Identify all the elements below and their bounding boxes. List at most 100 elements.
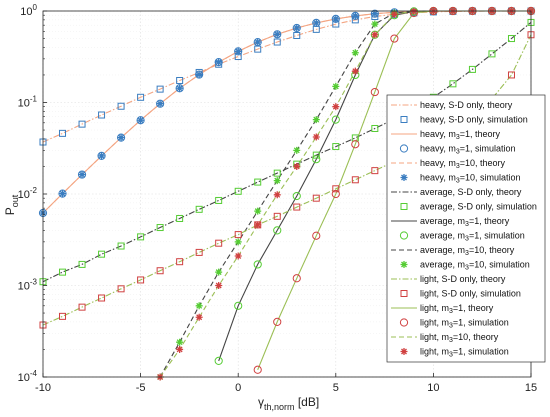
- legend-label: heavy, m3=1, theory: [420, 129, 501, 141]
- data-point: [371, 10, 379, 18]
- data-point: [332, 103, 340, 111]
- data-point: [332, 143, 340, 151]
- data-point: [507, 35, 515, 43]
- legend-entry: heavy, m3=10, theory: [391, 158, 506, 170]
- data-point: [77, 170, 87, 179]
- data-point: [351, 49, 359, 57]
- legend-label: heavy, m3=10, simulation: [420, 173, 521, 185]
- x-axis-label: γth,norm [dB]: [258, 395, 319, 412]
- legend-marker: [399, 144, 409, 153]
- data-point: [293, 146, 301, 154]
- data-point: [59, 190, 67, 198]
- y-tick-label: 10-2: [18, 186, 38, 201]
- legend-entry: average, m3=10, theory: [391, 245, 515, 257]
- legend-entry: heavy, S-D only, simulation: [400, 115, 528, 125]
- data-point: [58, 189, 67, 198]
- data-point: [97, 151, 106, 160]
- data-point: [214, 356, 223, 365]
- data-point: [156, 85, 164, 93]
- data-point: [351, 11, 360, 20]
- data-point: [176, 258, 184, 266]
- legend-entry: light, m3=1, simulation: [399, 318, 509, 330]
- data-point: [273, 30, 281, 38]
- data-point: [371, 20, 379, 28]
- data-point: [156, 267, 164, 275]
- legend-label: average, m3=1, simulation: [420, 231, 525, 243]
- series-line: [42, 10, 531, 214]
- data-point: [293, 203, 301, 211]
- legend-label: light, m3=1, theory: [420, 303, 494, 315]
- data-point: [59, 129, 67, 137]
- data-point: [137, 116, 145, 124]
- legend-entry: heavy, m3=10, simulation: [400, 173, 521, 185]
- legend-marker: [400, 203, 408, 210]
- data-point: [78, 120, 86, 128]
- legend-label: light, m3=10, theory: [420, 332, 499, 344]
- legend-entry: average, S-D only, simulation: [400, 202, 537, 212]
- legend-entry: heavy, S-D only, theory: [391, 100, 513, 110]
- data-point: [312, 194, 320, 202]
- legend-marker: [399, 231, 409, 240]
- legend: heavy, S-D only, theory heavy, S-D only, …: [386, 94, 546, 363]
- data-point: [468, 65, 476, 73]
- data-point: [253, 38, 262, 47]
- legend-entry: average, m3=1, simulation: [399, 231, 525, 243]
- legend-label: light, m3=1, simulation: [420, 318, 509, 330]
- data-point: [195, 248, 203, 256]
- data-point: [312, 116, 320, 124]
- legend-marker: [400, 174, 408, 181]
- data-point: [176, 214, 184, 222]
- data-point: [176, 76, 184, 84]
- data-point: [215, 58, 223, 66]
- data-point: [175, 84, 184, 93]
- legend-label: average, m3=10, simulation: [420, 260, 530, 272]
- legend-entry: light, S-D only, theory: [391, 274, 506, 284]
- data-point: [273, 30, 282, 39]
- data-point: [312, 155, 321, 164]
- data-point: [273, 177, 281, 185]
- legend-marker: [399, 318, 409, 327]
- data-point: [176, 84, 184, 92]
- legend-label: light, S-D only, theory: [420, 274, 506, 284]
- data-point: [195, 205, 203, 213]
- data-point: [371, 31, 379, 39]
- x-tick-label: 5: [333, 382, 339, 394]
- legend-label: heavy, S-D only, simulation: [420, 115, 528, 125]
- data-point: [390, 10, 398, 18]
- data-point: [195, 70, 204, 79]
- data-point: [176, 345, 184, 353]
- data-point: [253, 260, 262, 269]
- data-point: [370, 30, 379, 39]
- data-point: [59, 268, 67, 276]
- data-point: [195, 302, 203, 310]
- data-point: [254, 38, 262, 46]
- axis-ticks: -10 -5 0 5 10 15 10-4 10-3 10-2 10-1 100: [18, 3, 538, 394]
- legend-entry: heavy, m3=1, theory: [391, 129, 501, 141]
- data-point: [254, 178, 262, 186]
- legend-entry: light, m3=1, simulation: [400, 347, 509, 359]
- data-point: [312, 19, 320, 27]
- legend-label: average, S-D only, simulation: [420, 202, 537, 212]
- data-point: [332, 82, 340, 90]
- data-point: [117, 134, 125, 142]
- data-point: [234, 231, 242, 239]
- x-tick-label: 15: [525, 382, 537, 394]
- data-point: [195, 71, 203, 79]
- legend-entry: light, S-D only, simulation: [400, 289, 521, 299]
- data-point: [293, 24, 301, 32]
- data-point: [137, 233, 145, 241]
- data-point: [254, 207, 262, 215]
- data-point: [215, 196, 223, 204]
- data-point: [488, 50, 496, 58]
- x-tick-label: -5: [136, 382, 146, 394]
- y-tick-label: 10-3: [18, 278, 38, 293]
- legend-marker: [400, 348, 408, 355]
- data-point: [117, 285, 125, 293]
- data-point: [273, 226, 282, 235]
- legend-entry: light, m3=10, theory: [391, 332, 499, 344]
- x-tick-label: -10: [35, 382, 51, 394]
- legend-label: light, S-D only, simulation: [420, 289, 521, 299]
- data-point: [332, 15, 340, 23]
- data-point: [273, 38, 281, 46]
- data-point: [371, 167, 379, 175]
